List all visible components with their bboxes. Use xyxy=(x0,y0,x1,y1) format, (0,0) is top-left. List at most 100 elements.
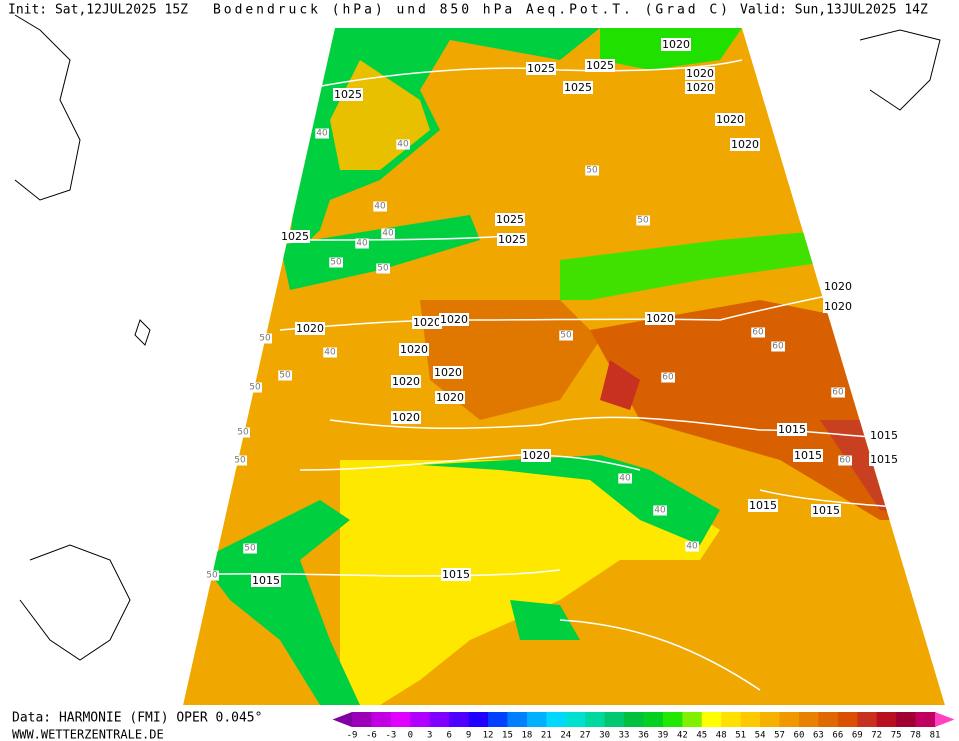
label-box xyxy=(495,213,525,226)
contour-label: 60 xyxy=(832,388,844,398)
isobar-label: 1015 xyxy=(778,423,806,436)
label-box xyxy=(748,499,778,512)
map-title: Bodendruck (hPa) und 850 hPa Aeq.Pot.T. … xyxy=(213,3,728,18)
contour-label: 40 xyxy=(619,474,631,484)
label-box xyxy=(243,543,257,554)
colorbar-box xyxy=(896,712,917,727)
isobar-label: 1025 xyxy=(334,88,362,101)
colorbar-box xyxy=(760,712,781,727)
label-box xyxy=(396,139,410,150)
label-box xyxy=(636,215,650,226)
colorbar-box xyxy=(488,712,508,727)
label-box xyxy=(831,387,845,398)
colorbar-box xyxy=(643,712,664,727)
isobar-label: 1025 xyxy=(586,59,614,72)
contour-label: 60 xyxy=(839,456,851,466)
colorbar-box xyxy=(507,712,528,727)
contour-label: 40 xyxy=(654,506,666,516)
website: WWW.WETTERZENTRALE.DE xyxy=(12,728,164,741)
isobar-label: 1020 xyxy=(413,316,441,329)
colorbar-tick-label: 39 xyxy=(658,731,669,741)
contour-label: 60 xyxy=(772,342,784,352)
isobar-label: 1020 xyxy=(686,81,714,94)
data-source: Data: HARMONIE (FMI) OPER 0.045° xyxy=(12,711,262,726)
colorbar-box xyxy=(449,712,470,727)
contour-label: 40 xyxy=(382,229,394,239)
contour-label: 40 xyxy=(356,239,368,249)
label-box xyxy=(618,473,632,484)
colorbar-box xyxy=(624,712,644,727)
colorbar-tick-label: 66 xyxy=(832,731,843,741)
colorbar-tick-label: 63 xyxy=(813,731,824,741)
label-box xyxy=(777,423,807,436)
isobar-label: 1020 xyxy=(400,343,428,356)
colorbar-tick-label: 30 xyxy=(599,731,610,741)
label-box xyxy=(521,449,551,462)
colorbar-box xyxy=(662,712,683,727)
label-box xyxy=(373,201,387,212)
label-box xyxy=(278,370,292,381)
contour-label: 40 xyxy=(374,202,386,212)
contour-label: 50 xyxy=(637,216,649,226)
label-box xyxy=(653,505,667,516)
colorbar-tick-label: 51 xyxy=(735,731,746,741)
label-box xyxy=(295,322,325,335)
isobar-label: 1020 xyxy=(296,322,324,335)
label-box xyxy=(258,333,272,344)
colorbar-box xyxy=(546,712,567,727)
label-box xyxy=(793,449,823,462)
colorbar-box xyxy=(837,712,858,727)
label-box xyxy=(233,455,247,466)
colorbar-tick-label: 9 xyxy=(466,731,471,741)
colorbar-tick-label: -6 xyxy=(366,731,377,741)
colorbar-tick-label: 21 xyxy=(541,731,552,741)
isobar-label: 1020 xyxy=(392,411,420,424)
colorbar-tick-label: 48 xyxy=(716,731,727,741)
colorbar-box xyxy=(779,712,800,727)
label-box xyxy=(869,453,899,466)
colorbar-box xyxy=(390,712,411,727)
label-box xyxy=(559,330,573,341)
colorbar-tick-label: 0 xyxy=(408,731,413,741)
label-box xyxy=(823,280,853,293)
colorbar-tick-label: 69 xyxy=(852,731,863,741)
isobar-label: 1015 xyxy=(442,568,470,581)
label-box xyxy=(355,238,369,249)
valid-time: Valid: Sun,13JUL2025 14Z xyxy=(740,3,928,18)
colorbar-box xyxy=(682,712,703,727)
label-box xyxy=(333,88,363,101)
isobar-label: 1020 xyxy=(440,313,468,326)
label-box xyxy=(838,455,852,466)
contour-label: 50 xyxy=(249,383,261,393)
colorbar-tick-label: 24 xyxy=(560,731,571,741)
contour-label: 50 xyxy=(330,258,342,268)
colorbar-box xyxy=(915,712,936,727)
label-box xyxy=(323,347,337,358)
label-box xyxy=(751,327,765,338)
label-box xyxy=(645,312,675,325)
colorbar-box xyxy=(818,712,839,727)
label-box xyxy=(251,574,281,587)
label-box xyxy=(441,568,471,581)
contour-label: 50 xyxy=(259,334,271,344)
colorbar-tick-label: 6 xyxy=(446,731,451,741)
coastlines xyxy=(14,14,941,661)
isobar-label: 1020 xyxy=(824,300,852,313)
isobar-label: 1015 xyxy=(749,499,777,512)
colorbar: -9 -6 -3 0 3 6 9 12 15 18 21 24 27 30 33 36 39 42 45 48 51 54… xyxy=(332,712,955,741)
isobar-label: 1025 xyxy=(281,230,309,243)
init-time: Init: Sat,12JUL2025 15Z xyxy=(8,3,188,18)
colorbar-end xyxy=(935,712,955,727)
label-box xyxy=(563,81,593,94)
contour-label: 40 xyxy=(686,542,698,552)
label-box xyxy=(661,38,691,51)
colorbar-box xyxy=(410,712,431,727)
isobar-label: 1020 xyxy=(392,375,420,388)
label-box xyxy=(771,341,785,352)
label-box xyxy=(236,427,250,438)
colorbar-box xyxy=(798,712,819,727)
label-box xyxy=(823,300,853,313)
label-box xyxy=(435,391,465,404)
colorbar-tick-label: 12 xyxy=(483,731,494,741)
label-box xyxy=(526,62,556,75)
